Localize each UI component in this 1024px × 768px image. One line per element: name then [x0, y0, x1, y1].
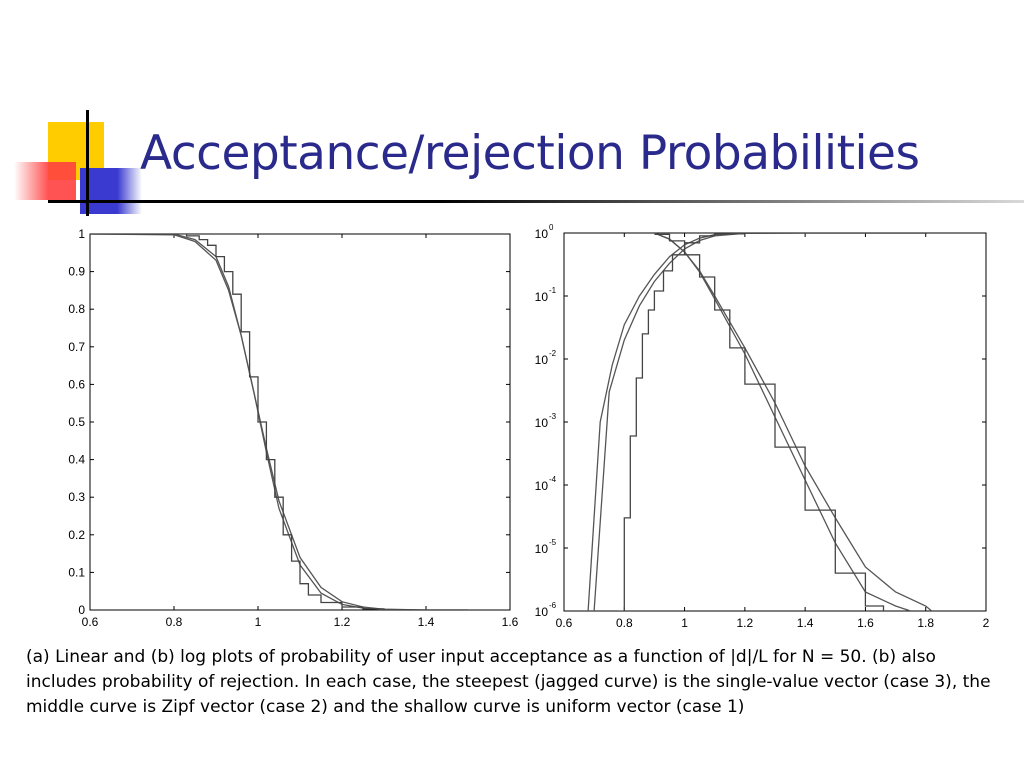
y-tick-label-base-b: 10 — [535, 479, 549, 493]
y-tick-label-a: 1 — [78, 227, 85, 241]
series-line-b-1 — [587, 233, 926, 611]
y-tick-label-a: 0.4 — [68, 453, 85, 467]
chart-a-linear: 0.6 0.8 1 1.2 1.4 1.6 0 0.1 0.2 0.3 0.4 0.5 0.6 0.7 0.… — [68, 227, 519, 629]
x-tick-label-a: 0.8 — [166, 615, 183, 629]
decor-vertical-line — [86, 110, 89, 216]
series-line-b-2 — [618, 233, 926, 611]
y-tick-label-a: 0.2 — [68, 528, 85, 542]
x-tick-label-a: 1 — [255, 615, 262, 629]
x-tick-label-b: 1.2 — [737, 616, 754, 630]
series-line-b-3 — [654, 233, 933, 611]
x-tick-label-a: 1.4 — [418, 615, 435, 629]
x-tick-label-b: 1.4 — [797, 616, 814, 630]
y-tick-label-a: 0.7 — [68, 340, 85, 354]
y-tick-label-base-b: 10 — [535, 290, 549, 304]
decor-red-square — [14, 162, 76, 200]
figure-caption: (a) Linear and (b) log plots of probabil… — [26, 647, 991, 717]
x-tick-label-b: 1.6 — [857, 616, 874, 630]
chart-b-log: 0.6 0.8 1 1.2 1.4 1.6 1.8 210 010 -110 -210 -310 -41… — [535, 223, 990, 630]
y-tick-label-a: 0.8 — [68, 302, 85, 316]
y-tick-label-exponent-b: -5 — [549, 538, 557, 547]
y-tick-label-base-b: 10 — [535, 416, 549, 430]
y-tick-label-a: 0.9 — [68, 265, 85, 279]
x-tick-label-b: 2 — [983, 616, 990, 630]
y-tick-label-a: 0.3 — [68, 490, 85, 504]
x-tick-label-a: 0.6 — [82, 615, 99, 629]
y-tick-label-a: 0 — [78, 603, 85, 617]
plot-frame-a — [89, 233, 511, 611]
x-tick-label-a: 1.2 — [334, 615, 351, 629]
y-tick-label-exponent-b: -1 — [549, 286, 557, 295]
series-line-b-4 — [654, 233, 911, 611]
y-tick-label-exponent-b: -3 — [549, 412, 557, 421]
x-tick-label-b: 0.6 — [556, 616, 573, 630]
slide-title: Acceptance/rejection Probabilities — [140, 126, 920, 181]
x-tick-label-b: 1.8 — [917, 616, 934, 630]
series-line-a-1 — [90, 234, 468, 610]
y-tick-label-base-b: 10 — [535, 542, 549, 556]
x-tick-label-b: 0.8 — [616, 616, 633, 630]
y-tick-label-exponent-b: -4 — [549, 475, 557, 484]
y-tick-label-a: 0.1 — [68, 565, 85, 579]
y-tick-label-exponent-b: -6 — [549, 601, 557, 610]
series-line-a-0 — [90, 234, 468, 610]
title-underline — [48, 200, 1024, 203]
series-line-a-2 — [90, 234, 468, 610]
y-tick-label-a: 0.6 — [68, 377, 85, 391]
y-tick-label-base-b: 10 — [535, 227, 549, 241]
x-tick-label-a: 1.6 — [502, 615, 519, 629]
x-tick-label-b: 1 — [681, 616, 688, 630]
series-line-b-5 — [654, 233, 885, 611]
y-tick-label-base-b: 10 — [535, 605, 549, 619]
decor-blue-square — [80, 168, 142, 214]
y-tick-label-exponent-b: -2 — [549, 349, 557, 358]
y-tick-label-base-b: 10 — [535, 353, 549, 367]
y-tick-label-a: 0.5 — [68, 415, 85, 429]
y-tick-label-exponent-b: 0 — [549, 223, 554, 232]
